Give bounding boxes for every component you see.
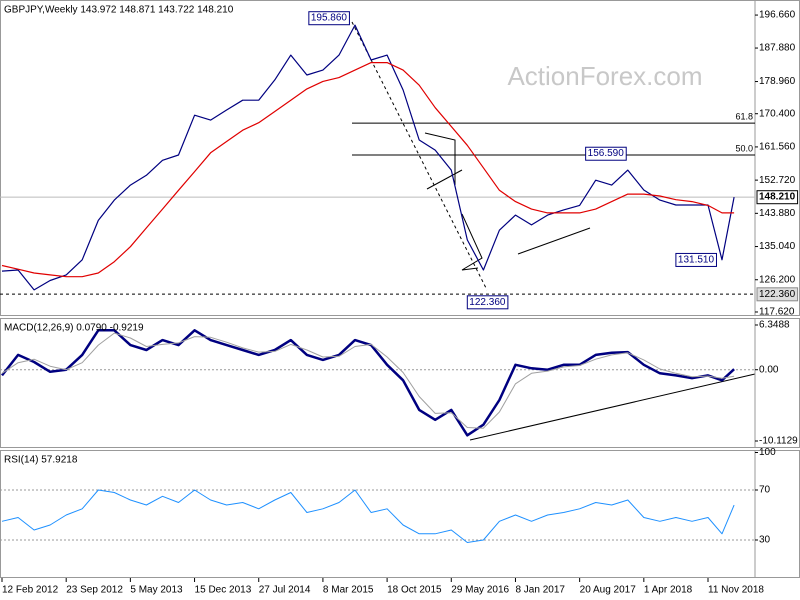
annotation-label: 131.510 [678,254,715,265]
label-box [756,287,799,302]
y-tick-label: 0.00 [759,364,779,375]
x-tick-label: 8 Jan 2017 [515,585,565,596]
x-tick-label: 11 Nov 2018 [708,585,764,596]
x-tick-label: 5 May 2013 [130,585,183,596]
watermark: ActionForex.com [507,61,702,91]
y-tick-label: 135.040 [759,241,796,252]
panel-title: MACD(12,26,9) 0.0790 -0.9219 [4,323,144,334]
y-tick-label: 152.720 [759,175,796,186]
fib-label: 61.8 [735,111,753,121]
y-tick-label: 30 [759,535,771,546]
x-tick-label: 15 Dec 2013 [195,585,252,596]
support-label: 122.360 [759,289,796,300]
y-tick-label: 187.880 [759,43,796,54]
y-tick-label: 143.880 [759,208,796,219]
trend-line [424,132,456,185]
y-tick-label: 170.400 [759,108,796,119]
y-tick-label: 6.3488 [759,320,790,331]
annotation-label: 122.360 [469,297,506,308]
panel-title: RSI(14) 57.9218 [4,455,78,466]
label-box [756,190,799,205]
y-tick-label: 70 [759,485,771,496]
trend-line [517,227,591,255]
annotation-label: 156.590 [588,148,625,159]
trend-line [426,169,463,190]
label-box [585,146,627,161]
series-line [1,329,735,437]
x-tick-label: 27 Jul 2014 [259,585,311,596]
series-line [1,62,735,278]
y-tick-label: 161.560 [759,142,796,153]
x-tick-label: 29 May 2016 [451,585,509,596]
y-tick-label: -10.1129 [759,436,798,447]
annotation-label: 195.860 [311,13,348,24]
label-box [675,252,717,267]
y-tick-label: 196.660 [759,10,796,21]
price-label: 148.210 [759,192,796,203]
x-tick-label: 18 Oct 2015 [387,585,442,596]
trend-line [351,21,488,291]
series-line [1,332,735,429]
y-tick-label: 100 [759,447,776,458]
label-box [466,295,509,310]
fib-label: 50.0 [735,143,753,153]
series-line [1,489,735,543]
x-tick-label: 12 Feb 2012 [2,585,59,596]
trend-line [461,213,483,271]
y-tick-label: 117.620 [759,307,795,318]
y-tick-label: 178.960 [759,76,796,87]
panel-title: GBPJPY,Weekly 143.972 148.871 143.722 14… [4,5,234,16]
series-line [1,24,735,291]
trend-line [469,373,756,441]
x-tick-label: 23 Sep 2012 [66,585,123,596]
x-tick-label: 20 Aug 2017 [580,585,637,596]
trend-lines [351,21,756,441]
x-tick-label: 1 Apr 2018 [644,585,693,596]
y-tick-label: 126.200 [759,274,796,285]
label-box [308,11,350,26]
x-tick-label: 8 Mar 2015 [323,585,374,596]
